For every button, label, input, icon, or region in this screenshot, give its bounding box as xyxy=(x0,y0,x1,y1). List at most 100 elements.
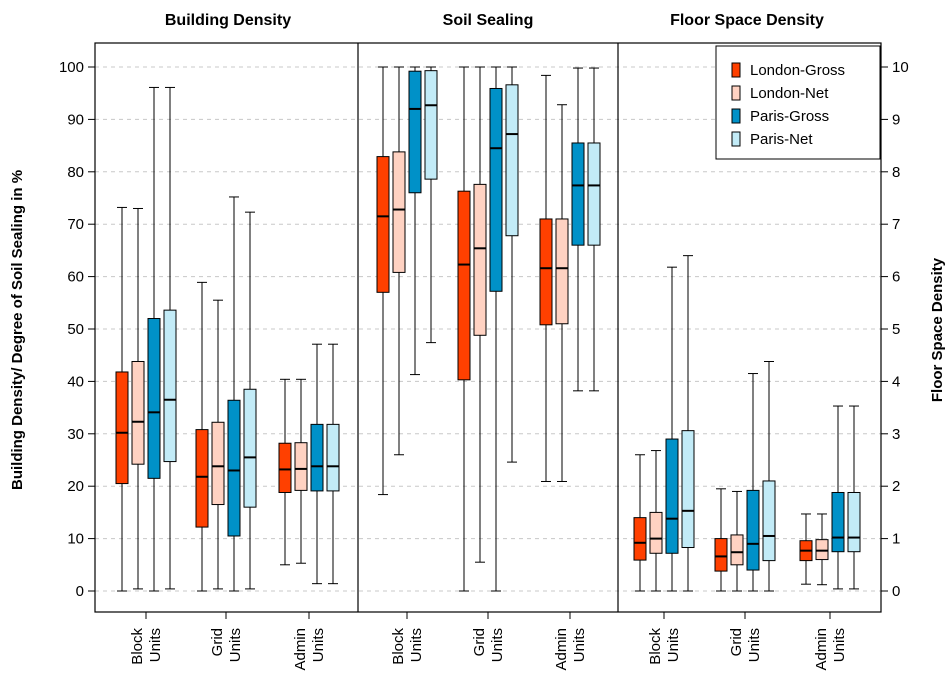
y-tick-label-left-40: 40 xyxy=(67,373,84,390)
box-body xyxy=(376,156,390,293)
x-label-admin-line2: Units xyxy=(831,628,848,662)
x-label-admin-line1: Admin xyxy=(553,628,570,671)
box-body xyxy=(649,511,663,554)
boxes xyxy=(115,66,861,592)
box-soil-sealing-admin-london-net xyxy=(555,104,569,482)
y-tick-label-left-60: 60 xyxy=(67,269,84,286)
y-axis-title-right: Floor Space Density xyxy=(929,257,946,402)
box-building-density-grid-paris-gross xyxy=(227,196,241,592)
y-tick-label-left-0: 0 xyxy=(76,583,84,600)
box-body xyxy=(195,429,209,528)
box-soil-sealing-grid-paris-net xyxy=(505,66,519,463)
y-tick-label-right-6: 6 xyxy=(892,269,900,286)
x-label-admin-line2: Units xyxy=(310,628,327,662)
box-floor-space-density-block-london-net xyxy=(649,450,663,592)
x-label-block-line1: Block xyxy=(390,628,407,665)
box-body xyxy=(227,399,241,537)
box-body xyxy=(847,491,861,553)
legend: London-Gross London-Net Paris-Gross Paris-N… xyxy=(715,45,881,160)
y-tick-label-left-30: 30 xyxy=(67,426,84,443)
x-label-block-line1: Block xyxy=(647,628,664,665)
box-body xyxy=(310,423,324,492)
x-label-block-line2: Units xyxy=(665,628,682,662)
y-tick-label-right-2: 2 xyxy=(892,478,900,495)
box-body xyxy=(424,70,438,180)
box-body xyxy=(473,183,487,336)
legend-swatch-paris-net xyxy=(731,131,741,147)
y-tick-label-right-5: 5 xyxy=(892,321,900,338)
box-soil-sealing-block-london-gross xyxy=(376,66,390,496)
box-soil-sealing-admin-paris-net xyxy=(587,67,601,392)
box-body xyxy=(147,318,161,479)
box-soil-sealing-admin-paris-gross xyxy=(571,67,585,392)
legend-box xyxy=(715,45,881,160)
box-building-density-block-paris-net xyxy=(163,86,177,590)
y-tick-label-left-80: 80 xyxy=(67,164,84,181)
x-label-block-line2: Units xyxy=(408,628,425,662)
titles: Building Density Soil Sealing Floor Spac… xyxy=(9,12,946,490)
legend-label-london-net: London-Net xyxy=(750,85,829,102)
y-tick-label-left-100: 100 xyxy=(59,59,84,76)
legend-label-london-gross: London-Gross xyxy=(750,62,845,79)
box-body xyxy=(326,423,340,492)
y-tick-label-right-10: 10 xyxy=(892,59,909,76)
box-building-density-admin-london-gross xyxy=(278,378,292,566)
y-tick-label-left-90: 90 xyxy=(67,111,84,128)
box-floor-space-density-grid-paris-gross xyxy=(746,373,760,592)
legend-swatch-london-net xyxy=(731,85,741,101)
y-tick-label-right-7: 7 xyxy=(892,216,900,233)
box-body xyxy=(762,480,776,562)
panel-title-soil-sealing: Soil Sealing xyxy=(443,12,534,29)
box-soil-sealing-block-paris-net xyxy=(424,66,438,344)
box-body xyxy=(815,539,829,561)
box-soil-sealing-block-london-net xyxy=(392,66,406,456)
box-floor-space-density-grid-london-net xyxy=(730,490,744,592)
box-building-density-admin-paris-gross xyxy=(310,343,324,585)
panel-title-floor-space-density: Floor Space Density xyxy=(670,12,824,29)
x-label-grid-line1: Grid xyxy=(209,628,226,656)
y-tick-label-left-50: 50 xyxy=(67,321,84,338)
box-floor-space-density-admin-london-net xyxy=(815,513,829,586)
box-body xyxy=(163,309,177,463)
grid-lines xyxy=(95,66,881,592)
box-body xyxy=(555,218,569,325)
box-body xyxy=(539,218,553,326)
box-body xyxy=(294,442,308,491)
box-building-density-admin-london-net xyxy=(294,378,308,564)
box-building-density-block-london-net xyxy=(131,207,145,590)
box-body xyxy=(457,190,471,381)
box-body xyxy=(243,388,257,508)
x-label-admin-line1: Admin xyxy=(292,628,309,671)
legend-swatch-paris-gross xyxy=(731,108,741,124)
y-tick-label-left-10: 10 xyxy=(67,531,84,548)
plot-frame xyxy=(94,42,882,613)
box-body xyxy=(633,517,647,561)
x-label-admin-line2: Units xyxy=(571,628,588,662)
box-floor-space-density-admin-paris-gross xyxy=(831,405,845,590)
box-body xyxy=(408,70,422,194)
box-soil-sealing-block-paris-gross xyxy=(408,66,422,376)
x-label-grid-line2: Units xyxy=(489,628,506,662)
x-label-block-line1: Block xyxy=(129,628,146,665)
panel-title-building-density: Building Density xyxy=(165,12,291,29)
box-body xyxy=(505,84,519,237)
box-body xyxy=(831,491,845,553)
box-soil-sealing-grid-paris-gross xyxy=(489,66,503,592)
box-body xyxy=(278,442,292,493)
box-body xyxy=(211,421,225,506)
y-tick-label-right-3: 3 xyxy=(892,426,900,443)
box-soil-sealing-admin-london-gross xyxy=(539,74,553,482)
x-label-grid-line1: Grid xyxy=(728,628,745,656)
y-tick-label-right-0: 0 xyxy=(892,583,900,600)
x-label-block-line2: Units xyxy=(147,628,164,662)
box-body xyxy=(587,142,601,246)
box-floor-space-density-admin-paris-net xyxy=(847,405,861,590)
box-body xyxy=(681,430,695,549)
x-label-grid-line2: Units xyxy=(746,628,763,662)
box-body xyxy=(115,371,129,485)
box-body xyxy=(571,142,585,246)
box-building-density-grid-paris-net xyxy=(243,211,257,590)
x-label-grid-line1: Grid xyxy=(471,628,488,656)
box-soil-sealing-grid-london-gross xyxy=(457,66,471,592)
